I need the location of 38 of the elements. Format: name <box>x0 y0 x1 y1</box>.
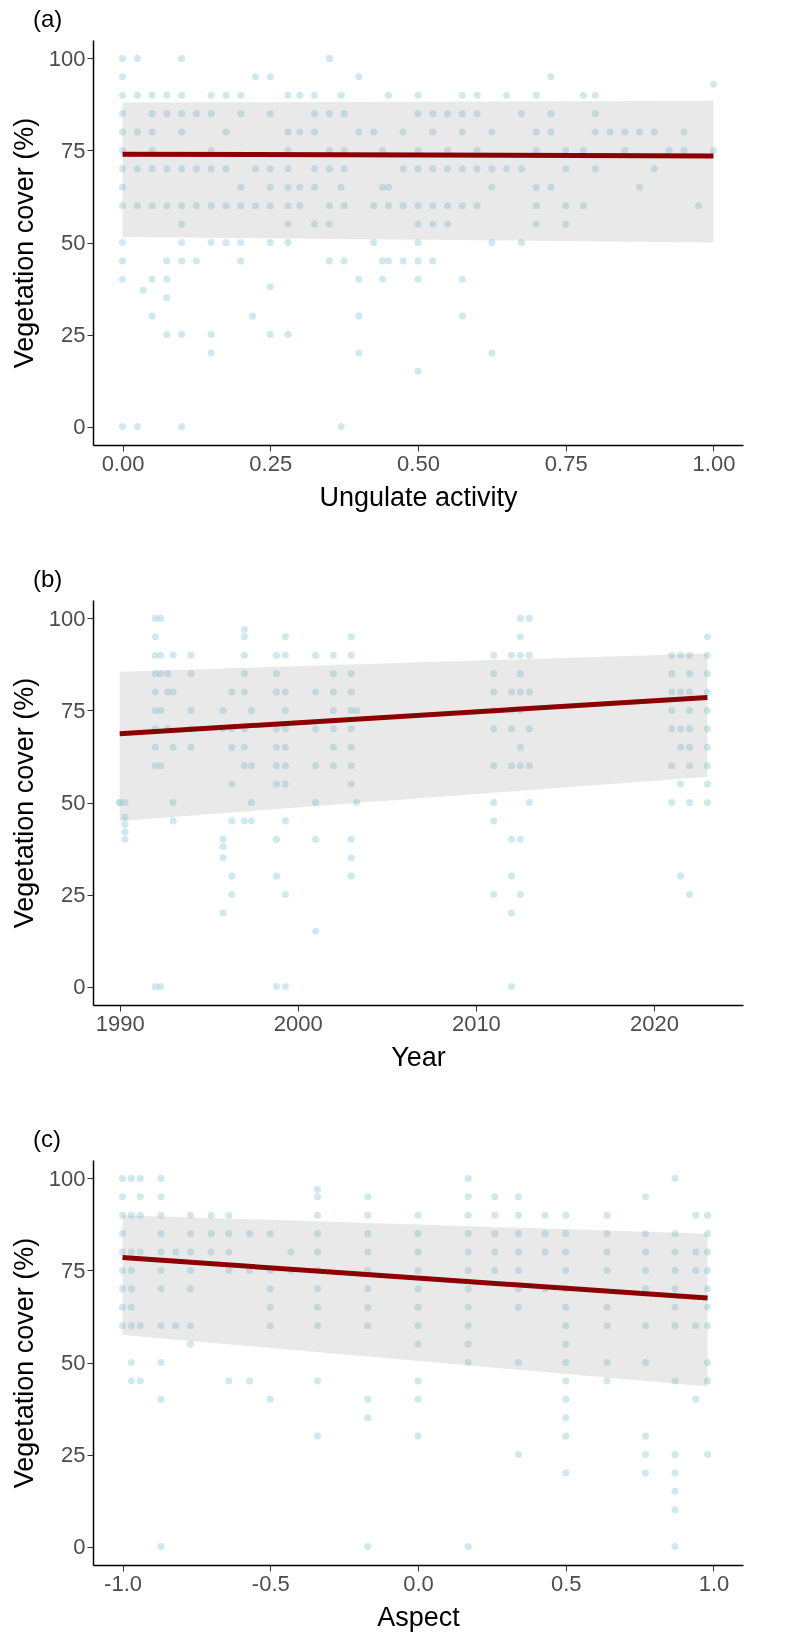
x-tick-label: 0.25 <box>249 450 293 476</box>
y-tick-label: 75 <box>61 137 86 163</box>
y-tick-label: 50 <box>61 790 86 815</box>
x-tick-label: -1.0 <box>104 1570 143 1596</box>
y-tick-label: 75 <box>61 697 86 723</box>
y-axis-title: Vegetation cover (%) <box>8 1237 39 1489</box>
chart-title: (c) <box>33 1125 61 1152</box>
x-tick-label: -0.5 <box>251 1570 290 1596</box>
x-axis-title: Ungulate activity <box>319 481 519 512</box>
chart-title: (a) <box>33 5 63 32</box>
y-tick-label: 25 <box>61 1442 86 1468</box>
y-tick-label: 100 <box>48 605 86 631</box>
y-tick-label: 50 <box>61 230 86 255</box>
y-tick-label: 75 <box>61 1257 86 1283</box>
x-tick-label: 0.75 <box>544 450 588 476</box>
y-tick-label: 0 <box>73 974 86 1000</box>
x-tick-label: 0.5 <box>550 1570 582 1596</box>
x-axis-title: Year <box>391 1041 446 1072</box>
y-tick-label: 25 <box>61 882 86 908</box>
x-tick-label: 1990 <box>95 1010 145 1036</box>
x-tick-label: 2020 <box>629 1010 679 1036</box>
y-tick-label: 100 <box>48 45 86 71</box>
x-axis-title: Aspect <box>377 1601 461 1632</box>
x-tick-label: 1.00 <box>692 450 736 476</box>
y-axis-title: Vegetation cover (%) <box>8 117 39 369</box>
y-axis-title: Vegetation cover (%) <box>8 677 39 929</box>
x-tick-label: 2010 <box>451 1010 501 1036</box>
x-tick-label: 1.0 <box>698 1570 730 1596</box>
x-tick-label: 2000 <box>273 1010 323 1036</box>
x-tick-label: 0.00 <box>101 450 145 476</box>
y-tick-label: 50 <box>61 1350 86 1375</box>
y-tick-label: 0 <box>73 1534 86 1560</box>
chart-title: (b) <box>33 565 63 592</box>
y-tick-label: 100 <box>48 1165 86 1191</box>
x-tick-label: 0.50 <box>397 450 440 476</box>
y-tick-label: 0 <box>73 414 86 440</box>
y-tick-label: 25 <box>61 322 86 348</box>
x-tick-label: 0.0 <box>403 1570 434 1596</box>
